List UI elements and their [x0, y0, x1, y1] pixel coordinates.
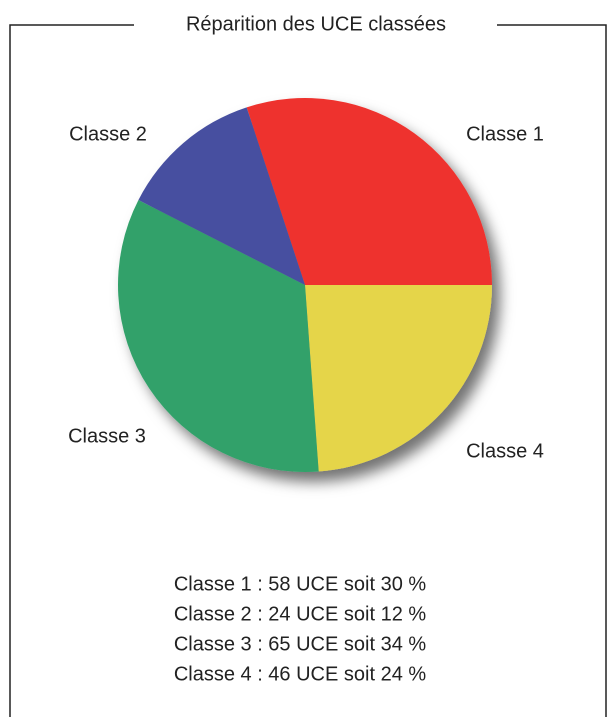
summary-line: Classe 4 : 46 UCE soit 24 %	[174, 663, 427, 685]
pie-slice	[305, 285, 492, 472]
summary-line: Classe 1 : 58 UCE soit 30 %	[174, 573, 427, 595]
pie-slice	[117, 199, 319, 472]
frame-right	[497, 24, 607, 717]
pie	[117, 98, 492, 472]
slice-label: Classe 4	[466, 440, 544, 462]
pie-slice	[138, 107, 305, 286]
frame-left	[9, 24, 134, 717]
chart-title: Réparition des UCE classées	[186, 13, 446, 35]
slice-label: Classe 1	[466, 123, 544, 145]
slice-label: Classe 3	[68, 425, 146, 447]
slice-label: Classe 2	[69, 123, 147, 145]
summary-line: Classe 2 : 24 UCE soit 12 %	[174, 603, 427, 625]
pie-slice	[246, 98, 492, 285]
summary-line: Classe 3 : 65 UCE soit 34 %	[174, 633, 427, 655]
